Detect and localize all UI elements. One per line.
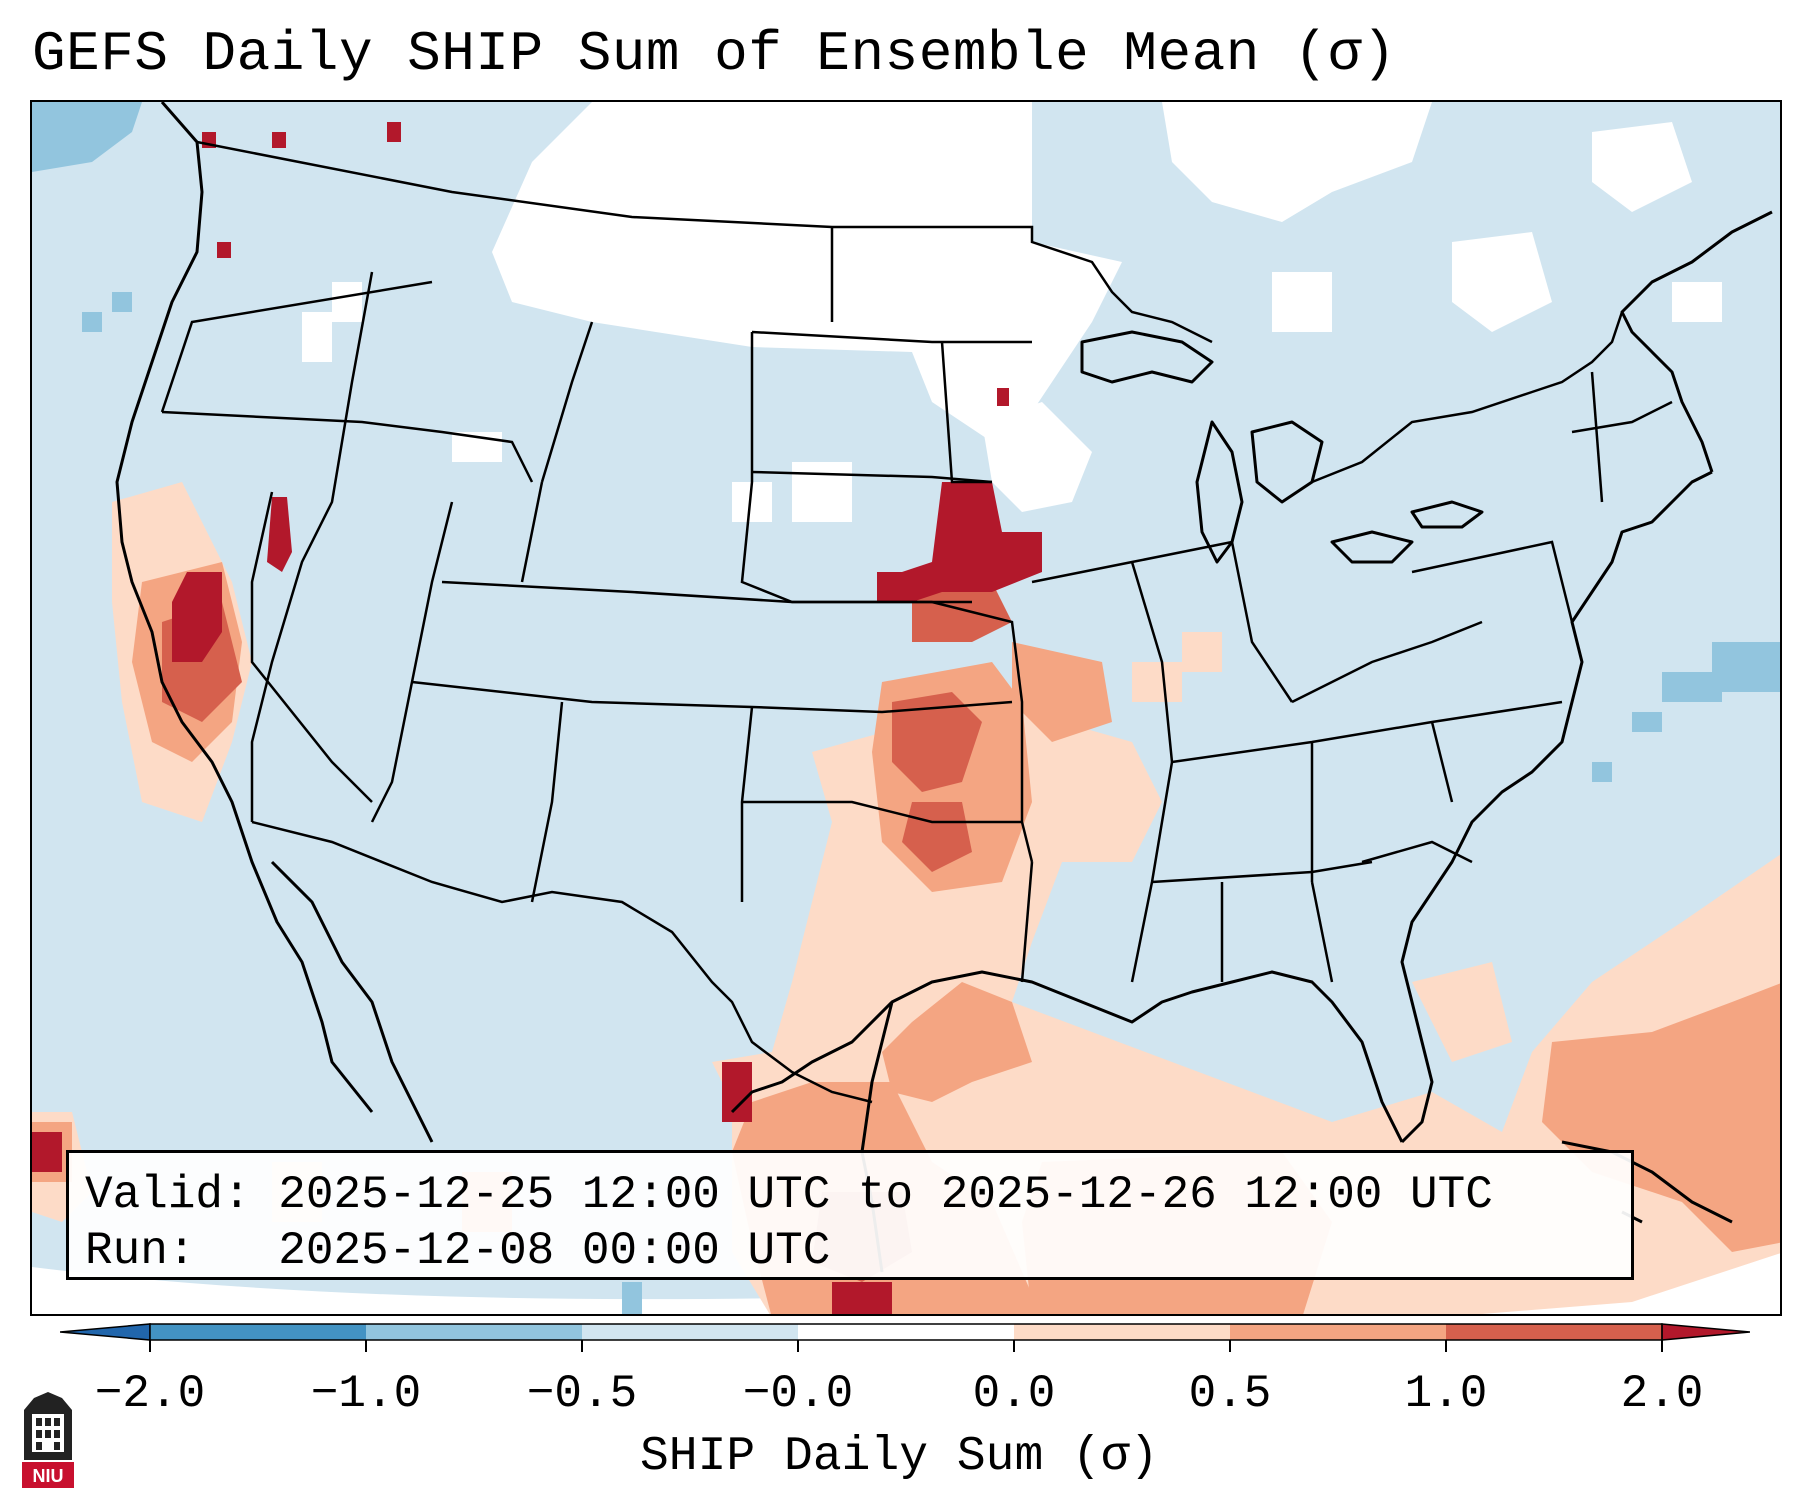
ship-anomaly-map	[32, 102, 1780, 1314]
colorbar-extend-high	[1661, 1323, 1750, 1341]
colorbar-tick-label: −2.0	[94, 1368, 206, 1420]
map-title: GEFS Daily SHIP Sum of Ensemble Mean (σ)	[32, 22, 1397, 86]
positive-extreme-areas	[32, 122, 1042, 1314]
niu-castle-logo-icon: NIU	[20, 1390, 76, 1490]
validity-info-box: Valid: 2025-12-25 12:00 UTC to 2025-12-2…	[66, 1150, 1634, 1280]
colorbar-bin-2	[366, 1324, 582, 1340]
extreme-cell-coahuila	[722, 1062, 752, 1122]
colorbar-tick-label: −1.0	[310, 1368, 422, 1420]
negative-anomaly-areas	[32, 102, 1780, 1314]
colorbar-bin-6	[1230, 1324, 1446, 1340]
colorbar-tick-label: −0.0	[742, 1368, 854, 1420]
colorbar-bin-7	[1446, 1324, 1662, 1340]
colorbar-tick-label: −0.5	[526, 1368, 638, 1420]
state-borders	[160, 140, 1673, 1104]
colorbar-tick-label: 0.5	[1188, 1368, 1272, 1420]
neutral-areas	[32, 102, 1780, 1314]
colorbar-axis-label: SHIP Daily Sum (σ)	[640, 1430, 1159, 1484]
colorbar-bin-5	[1014, 1324, 1230, 1340]
valid-time-text: Valid: 2025-12-25 12:00 UTC to 2025-12-2…	[85, 1169, 1493, 1221]
coastlines	[115, 102, 1773, 1273]
colorbar-bin-3	[582, 1324, 798, 1340]
colorbar	[60, 1323, 1750, 1352]
run-time-text: Run: 2025-12-08 00:00 UTC	[85, 1225, 831, 1277]
colorbar-ticks	[149, 1340, 1663, 1352]
colorbar-bin-1	[150, 1324, 366, 1340]
logo-text: NIU	[33, 1466, 64, 1486]
map-panel[interactable]	[30, 100, 1782, 1316]
colorbar-tick-label: 2.0	[1620, 1368, 1704, 1420]
extreme-cell-iowa	[877, 572, 917, 602]
colorbar-tick-label: 1.0	[1404, 1368, 1488, 1420]
colorbar-extend-low	[60, 1323, 151, 1341]
colorbar-tick-label: 0.0	[972, 1368, 1056, 1420]
colorbar-bin-4	[798, 1324, 1014, 1340]
